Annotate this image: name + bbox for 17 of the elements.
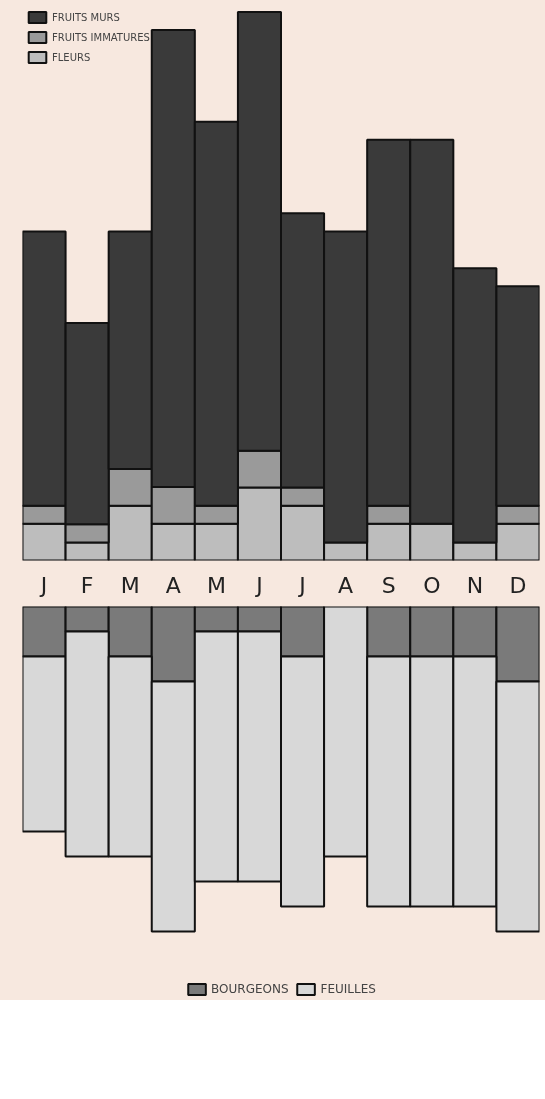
legend-label: FLEURS [52, 51, 91, 63]
x-tick-label: D [509, 572, 527, 598]
legend-label: BOURGEONS [211, 982, 289, 996]
legend-label: FEUILLES [320, 982, 376, 996]
x-tick-label: J [297, 572, 306, 598]
x-tick-label: S [381, 572, 396, 598]
x-tick-label: A [165, 572, 181, 598]
x-tick-label: J [38, 572, 48, 598]
legend-label: FRUITS MURS [52, 11, 120, 23]
legend-label: FRUITS IMMATURES [52, 31, 150, 43]
x-tick-label: O [423, 572, 441, 598]
x-tick-label: J [254, 572, 263, 598]
x-tick-label: M [206, 572, 226, 598]
x-tick-label: F [80, 572, 94, 598]
x-tick-label: N [466, 572, 484, 598]
x-tick-label: A [338, 572, 354, 598]
x-tick-label: M [120, 572, 140, 598]
